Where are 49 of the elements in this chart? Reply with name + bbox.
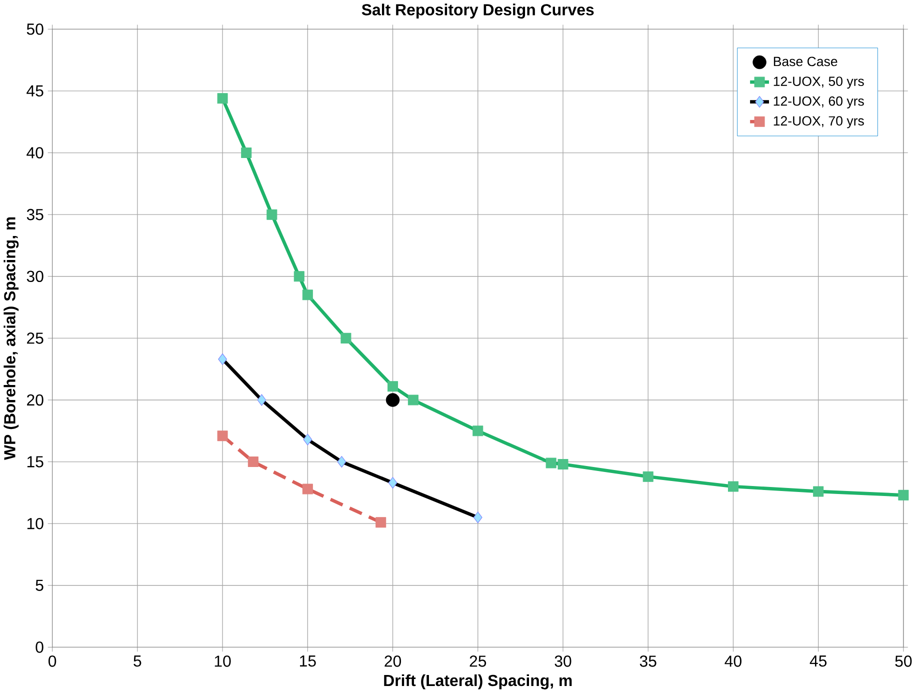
- x-tick-label: 0: [48, 656, 56, 667]
- point: [546, 458, 556, 468]
- point: [386, 393, 400, 407]
- x-tick-label: 10: [214, 656, 231, 667]
- x-tick-label: 35: [640, 656, 656, 667]
- y-tick-label: 0: [36, 642, 44, 653]
- point: [558, 458, 568, 470]
- y-tick-label: 45: [26, 85, 44, 97]
- legend-label: 12-UOX, 50 yrs: [774, 76, 864, 89]
- point: [248, 456, 258, 468]
- y-tick-label: 25: [27, 332, 44, 344]
- legend-label: Base Case: [774, 56, 838, 66]
- x-axis-title: Drift (Lateral) Spacing, m: [384, 674, 572, 690]
- y-tick-label: 20: [27, 394, 44, 406]
- x-tick-label: 20: [384, 656, 402, 667]
- y-tick-label: 30: [26, 270, 44, 282]
- point: [388, 381, 398, 392]
- x-tick-label: 30: [554, 656, 572, 667]
- point: [241, 147, 252, 158]
- point: [340, 332, 352, 344]
- point: [728, 481, 738, 492]
- y-tick-label: 50: [26, 24, 44, 35]
- point: [294, 271, 304, 282]
- chart-title: Salt Repository Design Curves: [362, 4, 594, 19]
- y-tick-label: 35: [26, 208, 44, 220]
- point: [266, 209, 278, 220]
- y-tick-label: 15: [27, 456, 44, 468]
- x-tick-label: 25: [470, 656, 486, 667]
- point: [472, 426, 484, 436]
- x-tick-label: 50: [895, 656, 912, 667]
- point: [302, 290, 313, 300]
- point: [376, 517, 386, 528]
- y-tick-label: 10: [27, 518, 44, 530]
- point: [642, 471, 654, 482]
- x-tick-label: 15: [300, 656, 316, 667]
- point: [408, 394, 418, 406]
- point: [813, 486, 824, 497]
- point: [217, 430, 228, 442]
- legend-label: 12-UOX, 70 yrs: [774, 116, 864, 128]
- legend-label: 12-UOX, 60 yrs: [774, 96, 864, 108]
- y-tick-label: 5: [36, 580, 44, 591]
- x-tick-label: 5: [134, 656, 142, 667]
- y-tick-label: 40: [26, 147, 44, 158]
- x-tick-label: 40: [724, 656, 742, 667]
- x-tick-label: 45: [810, 656, 827, 667]
- point: [898, 490, 909, 500]
- point: [217, 93, 228, 104]
- point: [302, 484, 313, 494]
- y-axis-title: WP (Borehole, axial) Spacing, m: [4, 217, 19, 460]
